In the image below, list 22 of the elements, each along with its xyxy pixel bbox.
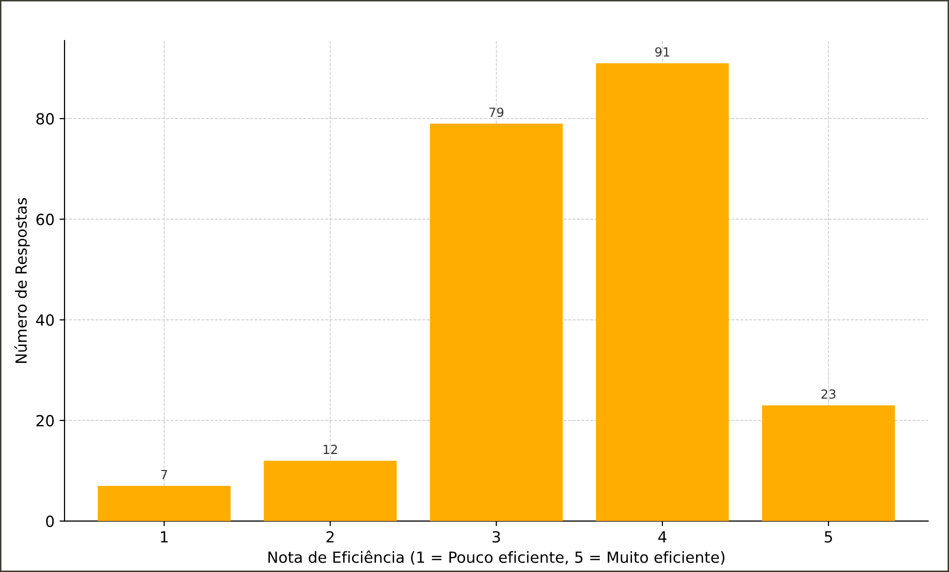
x-axis-title: Nota de Eficiência (1 = Pouco eficiente, 5 = Muito eficiente) [268,550,724,565]
data-label: 23 [821,389,836,399]
x-tick-label: 1 [160,531,168,542]
y-tick-label: 20 [36,414,54,426]
bar [596,63,729,522]
x-tick-label: 4 [658,531,666,542]
y-tick-label: 40 [36,314,54,326]
data-label: 7 [161,470,168,480]
x-tick-label: 3 [492,531,500,543]
x-tick-label: 2 [326,531,334,542]
bar [264,460,397,522]
y-axis-title: Número de Respostas [14,198,30,363]
data-label: 91 [655,47,670,57]
data-label: 79 [489,108,504,118]
bar [430,124,563,522]
data-label: 12 [324,444,337,454]
bar [762,405,895,522]
y-tick-label: 0 [46,516,54,528]
y-tick-label: 80 [36,113,54,125]
x-tick-label: 5 [824,531,832,543]
bar [98,486,231,522]
y-tick-label: 60 [36,214,54,226]
